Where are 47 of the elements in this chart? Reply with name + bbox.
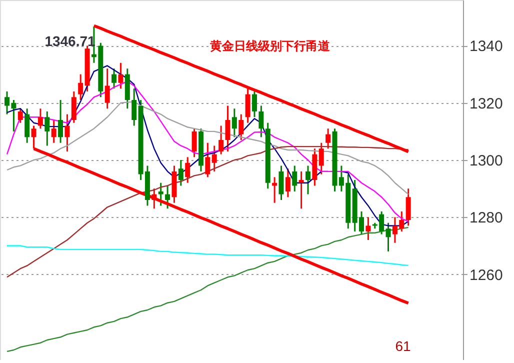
candlestick (64, 114, 70, 152)
y-tick-label: 1320 (470, 95, 503, 112)
candlestick (205, 142, 210, 178)
candlestick (112, 68, 117, 90)
candlestick (38, 108, 43, 130)
candlestick (225, 104, 230, 152)
candlestick (18, 108, 23, 124)
candlestick (178, 159, 184, 186)
candlestick (192, 128, 197, 158)
line-series (6, 146, 409, 278)
candlestick (386, 222, 391, 252)
candlestick (44, 110, 50, 146)
candlestick (406, 188, 411, 226)
candlestick (252, 90, 257, 118)
candlestick (104, 68, 110, 110)
y-tick-label: 1300 (470, 152, 503, 170)
candlestick (305, 164, 310, 196)
candlestick (298, 170, 304, 210)
candlestick (212, 144, 217, 172)
y-tick-label: 1260 (470, 266, 503, 284)
candlestick (118, 62, 124, 90)
candlestick (285, 168, 290, 198)
candlestick (185, 156, 190, 184)
candlestick (71, 90, 76, 124)
candlestick (292, 164, 298, 192)
candlestick (51, 119, 56, 144)
candlestick (158, 182, 164, 206)
candlestick (24, 108, 30, 144)
candlestick (165, 184, 170, 210)
candlestick (278, 164, 284, 201)
y-tick-label: 1280 (470, 210, 503, 227)
candlestick (258, 104, 264, 138)
candlestick (232, 108, 237, 138)
annotation: 61 (395, 338, 411, 354)
candlestick (58, 99, 64, 144)
line-series (6, 245, 409, 266)
candlestick (132, 88, 137, 126)
candlestick (152, 188, 157, 210)
candlestick (245, 88, 250, 124)
candlestick (366, 216, 371, 241)
candlestick (318, 142, 324, 176)
candlestick (238, 114, 244, 141)
text: 黄金日线级别下行甬道 (209, 39, 331, 53)
candlestick (326, 128, 331, 150)
candlestick (218, 124, 224, 156)
y-tick-label: 1340 (470, 38, 503, 56)
candlestick (78, 74, 84, 101)
